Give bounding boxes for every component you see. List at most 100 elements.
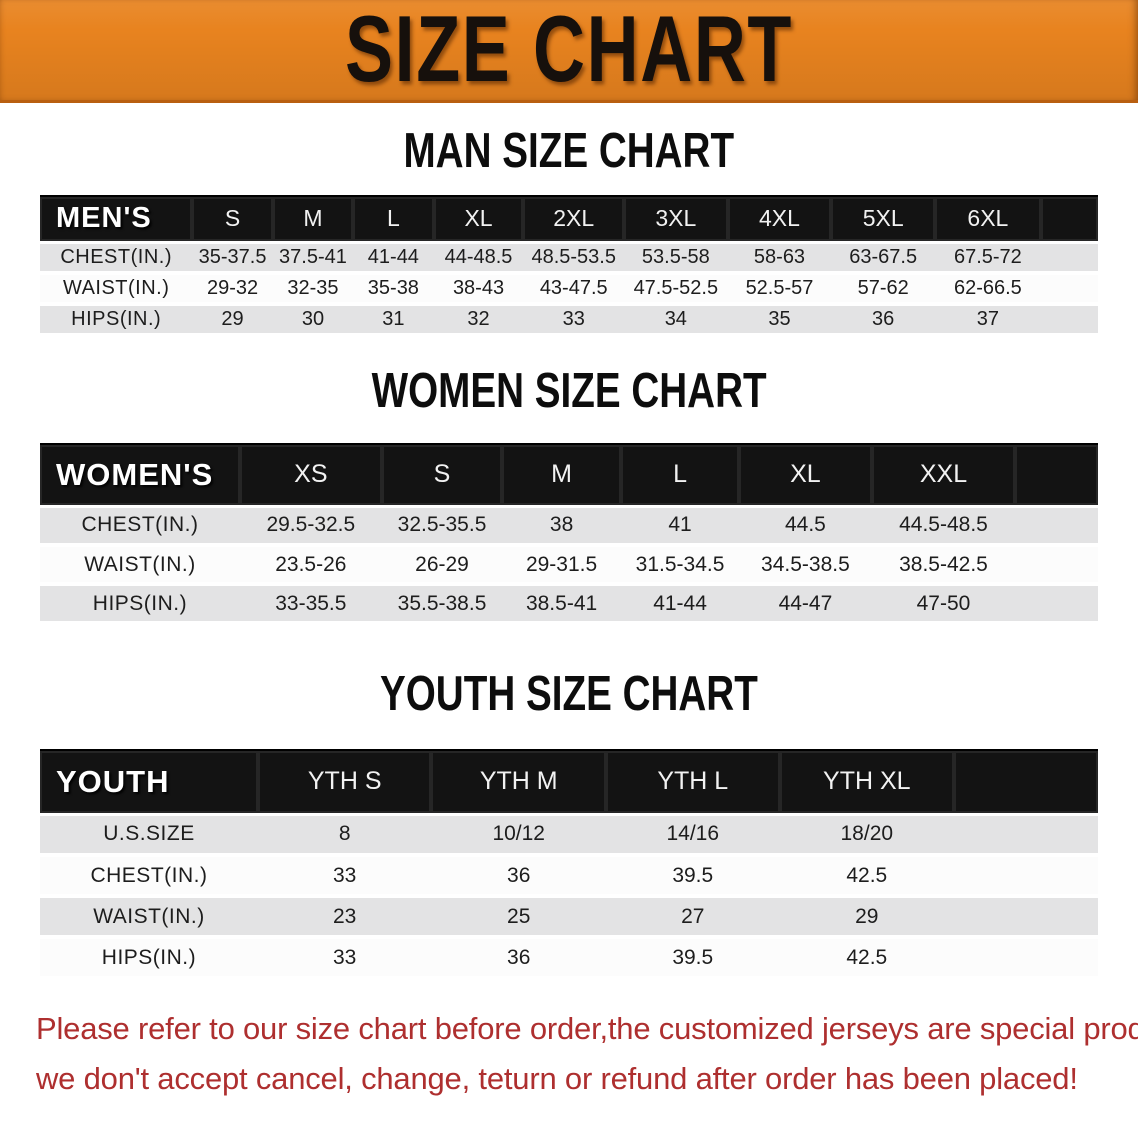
size-value-cell: 33 — [523, 304, 624, 337]
table-corner-label: MEN'S — [40, 195, 193, 244]
size-value-cell: 36 — [431, 855, 606, 898]
size-value-cell: 43-47.5 — [523, 273, 624, 306]
size-value-cell: 58-63 — [727, 242, 832, 275]
row-label: WAIST(IN.) — [40, 896, 258, 939]
table-row: HIPS(IN.) 33-35.5 35.5-38.5 38.5-41 41-44 44-… — [40, 584, 1098, 625]
table-row: U.S.SIZE 8 10/12 14/16 18/20 — [40, 814, 1098, 857]
row-spacer — [1015, 584, 1098, 625]
size-column-header: XL — [433, 195, 524, 244]
size-value-cell: 44-47 — [739, 584, 872, 625]
women-size-chart-title: WOMEN SIZE CHART — [371, 362, 767, 418]
size-value-cell: 63-67.5 — [831, 242, 935, 275]
row-label: HIPS(IN.) — [40, 304, 193, 337]
size-value-cell: 33 — [257, 855, 432, 898]
size-value-cell: 42.5 — [779, 937, 955, 980]
table-row: HIPS(IN.) 29 30 31 32 33 34 35 36 37 — [40, 304, 1098, 337]
size-value-cell: 32 — [433, 304, 524, 337]
size-value-cell: 30 — [272, 304, 354, 337]
size-value-cell: 29.5-32.5 — [239, 506, 382, 547]
size-value-cell: 14/16 — [606, 814, 780, 857]
size-value-cell: 29-32 — [192, 273, 273, 306]
size-value-cell: 44-48.5 — [433, 242, 524, 275]
table-row: CHEST(IN.) 33 36 39.5 42.5 — [40, 855, 1098, 898]
size-value-cell: 44.5 — [739, 506, 872, 547]
table-row: WAIST(IN.) 29-32 32-35 35-38 38-43 43-47.5 47.… — [40, 273, 1098, 306]
size-value-cell: 35.5-38.5 — [381, 584, 503, 625]
table-row: WAIST(IN.) 23.5-26 26-29 29-31.5 31.5-34.5 34… — [40, 545, 1098, 586]
size-value-cell: 32.5-35.5 — [381, 506, 503, 547]
size-value-cell: 29 — [779, 896, 955, 939]
size-column-header: 6XL — [935, 195, 1041, 244]
row-spacer — [1040, 273, 1098, 306]
size-value-cell: 23.5-26 — [239, 545, 382, 586]
row-spacer — [954, 855, 1098, 898]
size-value-cell: 8 — [257, 814, 432, 857]
size-column-header: YTH XL — [779, 749, 955, 816]
row-label: CHEST(IN.) — [40, 242, 193, 275]
size-value-cell: 41 — [620, 506, 740, 547]
youth-size-chart-title: YOUTH SIZE CHART — [380, 665, 758, 721]
banner: SIZE CHART — [0, 0, 1138, 103]
size-value-cell: 32-35 — [272, 273, 354, 306]
size-value-cell: 33-35.5 — [239, 584, 382, 625]
table-header-row: WOMEN'S XS S M L XL XXL — [40, 443, 1098, 508]
size-column-header: 2XL — [523, 195, 624, 244]
row-label: HIPS(IN.) — [40, 584, 240, 625]
row-spacer — [1015, 506, 1098, 547]
mens-size-table: MEN'S S M L XL 2XL 3XL 4XL 5XL 6XL CHEST(IN.) 35-37… — [40, 195, 1098, 337]
size-column-header: 3XL — [623, 195, 728, 244]
size-value-cell: 35-37.5 — [192, 242, 273, 275]
size-value-cell: 25 — [431, 896, 606, 939]
size-value-cell: 39.5 — [606, 937, 780, 980]
size-value-cell: 36 — [831, 304, 935, 337]
size-value-cell: 37 — [935, 304, 1041, 337]
size-value-cell: 47.5-52.5 — [623, 273, 728, 306]
row-label: WAIST(IN.) — [40, 545, 240, 586]
size-value-cell: 18/20 — [779, 814, 955, 857]
size-column-header: M — [272, 195, 354, 244]
size-column-header: M — [502, 443, 621, 508]
table-corner-label: YOUTH — [40, 749, 258, 816]
size-value-cell: 35-38 — [353, 273, 434, 306]
size-column-header: S — [192, 195, 273, 244]
size-column-header: S — [381, 443, 503, 508]
row-label: HIPS(IN.) — [40, 937, 258, 980]
disclaimer-line-2: we don't accept cancel, change, teturn o… — [36, 1061, 1078, 1096]
table-row: HIPS(IN.) 33 36 39.5 42.5 — [40, 937, 1098, 980]
size-value-cell: 48.5-53.5 — [523, 242, 624, 275]
size-value-cell: 38 — [502, 506, 621, 547]
size-value-cell: 26-29 — [381, 545, 503, 586]
row-spacer — [1040, 242, 1098, 275]
row-label: WAIST(IN.) — [40, 273, 193, 306]
size-value-cell: 39.5 — [606, 855, 780, 898]
size-value-cell: 23 — [257, 896, 432, 939]
header-spacer — [1040, 195, 1098, 244]
disclaimer-text: Please refer to our size chart before or… — [0, 1004, 1138, 1104]
size-column-header: 4XL — [727, 195, 832, 244]
size-value-cell: 41-44 — [353, 242, 434, 275]
size-value-cell: 10/12 — [431, 814, 606, 857]
row-label: U.S.SIZE — [40, 814, 258, 857]
table-row: CHEST(IN.) 29.5-32.5 32.5-35.5 38 41 44.5 44.5… — [40, 506, 1098, 547]
size-value-cell: 38.5-41 — [502, 584, 621, 625]
size-value-cell: 27 — [606, 896, 780, 939]
row-spacer — [954, 937, 1098, 980]
table-row: CHEST(IN.) 35-37.5 37.5-41 41-44 44-48.5 48.5… — [40, 242, 1098, 275]
banner-title: SIZE CHART — [345, 0, 793, 102]
table-row: WAIST(IN.) 23 25 27 29 — [40, 896, 1098, 939]
size-value-cell: 44.5-48.5 — [871, 506, 1016, 547]
size-value-cell: 37.5-41 — [272, 242, 354, 275]
size-value-cell: 36 — [431, 937, 606, 980]
man-size-chart-title: MAN SIZE CHART — [403, 122, 735, 178]
size-value-cell: 34 — [623, 304, 728, 337]
size-column-header: XS — [239, 443, 382, 508]
size-value-cell: 52.5-57 — [727, 273, 832, 306]
table-header-row: YOUTH YTH S YTH M YTH L YTH XL — [40, 749, 1098, 816]
row-spacer — [1015, 545, 1098, 586]
row-spacer — [1040, 304, 1098, 337]
size-value-cell: 34.5-38.5 — [739, 545, 872, 586]
size-value-cell: 53.5-58 — [623, 242, 728, 275]
header-spacer — [1015, 443, 1098, 508]
size-value-cell: 35 — [727, 304, 832, 337]
